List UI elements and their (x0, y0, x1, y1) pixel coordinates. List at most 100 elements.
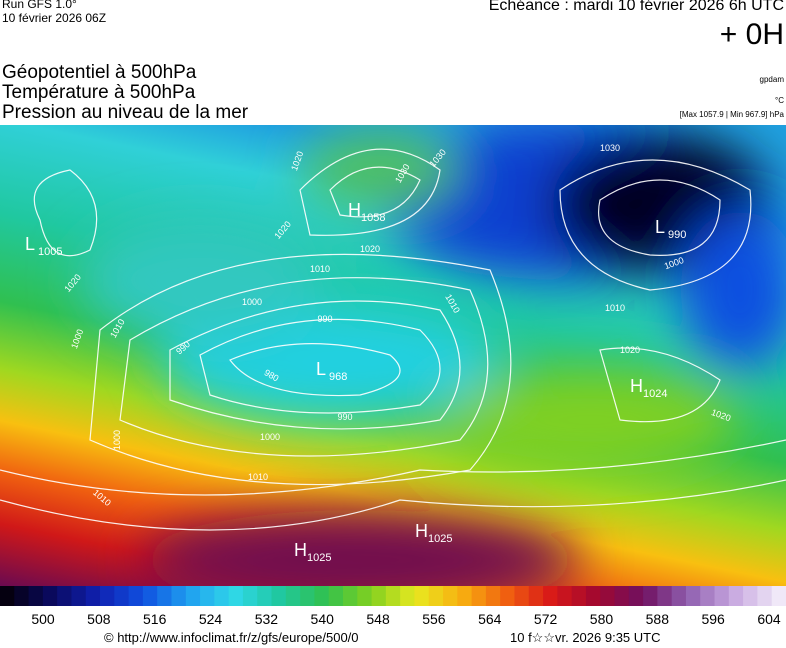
colorbar-swatch (585, 586, 601, 606)
colorbar-swatch (571, 586, 587, 606)
colorbar-swatch (214, 586, 230, 606)
colorbar-swatch (200, 586, 215, 606)
center-letter: H (415, 521, 428, 541)
colorbar-swatch (743, 586, 758, 606)
pressure-center: L 990 (655, 217, 686, 241)
colorbar-tick-label: 580 (590, 611, 614, 627)
colorbar-swatch (314, 586, 330, 606)
center-letter: H (348, 200, 361, 220)
colorbar-swatch (500, 586, 515, 606)
colorbar-swatch (728, 586, 744, 606)
isobar-label: 1000 (112, 430, 122, 450)
isobar-label: 1000 (260, 432, 280, 442)
colorbar-swatch (400, 586, 415, 606)
colorbar-swatch (600, 586, 616, 606)
colorbar-swatch (543, 586, 558, 606)
colorbar-swatch (157, 586, 172, 606)
colorbar-swatch (771, 586, 786, 606)
colorbar-swatch (357, 586, 373, 606)
center-value: 1025 (307, 552, 331, 564)
colorbar-swatch (414, 586, 430, 606)
colorbar-swatch (57, 586, 72, 606)
center-letter: H (294, 540, 307, 560)
colorbar-swatch (242, 586, 258, 606)
footer-date: 10 f☆☆vr. 2026 9:35 UTC (510, 630, 661, 645)
colorbar-swatch (757, 586, 773, 606)
isobar-label: 990 (337, 412, 352, 422)
isobar-label: 990 (317, 314, 332, 324)
colorbar-swatch (142, 586, 158, 606)
colorbar-tick-label: 516 (143, 611, 167, 627)
center-letter: L (25, 234, 35, 254)
colorbar-tick-label: 548 (366, 611, 390, 627)
isobar-label: 1010 (605, 303, 625, 313)
source-url: © http://www.infoclimat.fr/z/gfs/europe/… (104, 630, 359, 645)
pressure-center: L 1005 (25, 234, 62, 258)
isobar-label: 1000 (242, 297, 262, 307)
colorbar-swatch (643, 586, 658, 606)
center-value: 1058 (361, 212, 385, 224)
colorbar-swatch (228, 586, 244, 606)
colorbar-swatch (385, 586, 401, 606)
colorbar-tick-label: 540 (311, 611, 335, 627)
pressure-center: L 968 (316, 359, 347, 383)
colorbar-swatch (685, 586, 701, 606)
colorbar-swatch (71, 586, 87, 606)
colorbar-swatch (700, 586, 716, 606)
colorbar-swatch (514, 586, 530, 606)
pressure-center: H 1025 (294, 540, 331, 564)
center-value: 1025 (428, 533, 452, 545)
colorbar-swatch (342, 586, 358, 606)
pressure-center: H 1024 (630, 376, 667, 400)
isobar-label: 1020 (360, 244, 380, 254)
run-date: 10 février 2026 06Z (2, 11, 107, 25)
colorbar-tick-label: 564 (478, 611, 502, 627)
center-value: 990 (668, 229, 686, 241)
isobar-label: 1030 (600, 143, 620, 153)
colorbar-swatch (42, 586, 58, 606)
center-letter: H (630, 376, 643, 396)
pressure-center: H 1058 (348, 200, 385, 224)
colorbar-tick-label: 596 (701, 611, 725, 627)
center-value: 1024 (643, 388, 667, 400)
unit: gpdam (759, 75, 784, 84)
center-letter: L (316, 359, 326, 379)
colorbar-swatch (0, 586, 15, 606)
isobar-label: 1020 (620, 345, 640, 355)
colorbar-swatch (457, 586, 473, 606)
colorbar (0, 586, 786, 606)
colorbar-tick-label: 604 (757, 611, 781, 627)
title: Géopotentiel à 500hPa (2, 62, 197, 83)
colorbar-swatch (485, 586, 501, 606)
colorbar-tick-label: 572 (534, 611, 558, 627)
colorbar-tick-label: 532 (255, 611, 279, 627)
colorbar-swatch (471, 586, 487, 606)
colorbar-swatch (14, 586, 30, 606)
colorbar-tick-label: 524 (199, 611, 223, 627)
colorbar-swatch (171, 586, 187, 606)
colorbar-swatch (714, 586, 730, 606)
colorbar-swatch (300, 586, 315, 606)
center-letter: L (655, 217, 665, 237)
isobar-label: 1010 (248, 472, 268, 482)
colorbar-swatch (443, 586, 458, 606)
colorbar-swatch (671, 586, 687, 606)
title: Pression au niveau de la mer (2, 102, 249, 123)
colorbar-tick-label: 500 (31, 611, 55, 627)
colorbar-swatch (328, 586, 344, 606)
colorbar-swatch (271, 586, 287, 606)
colorbar-swatch (371, 586, 387, 606)
run: Run GFS 1.0° (2, 0, 77, 11)
colorbar-swatch (285, 586, 301, 606)
colorbar-swatch (528, 586, 544, 606)
colorbar-tick-label: 588 (646, 611, 670, 627)
colorbar-tick-label: 508 (87, 611, 111, 627)
colorbar-swatch (114, 586, 130, 606)
center-value: 1005 (38, 246, 62, 258)
isobar-label: 1010 (310, 264, 330, 274)
colorbar-tick-label: 556 (422, 611, 446, 627)
colorbar-swatch (614, 586, 630, 606)
center-value: 968 (329, 371, 347, 383)
